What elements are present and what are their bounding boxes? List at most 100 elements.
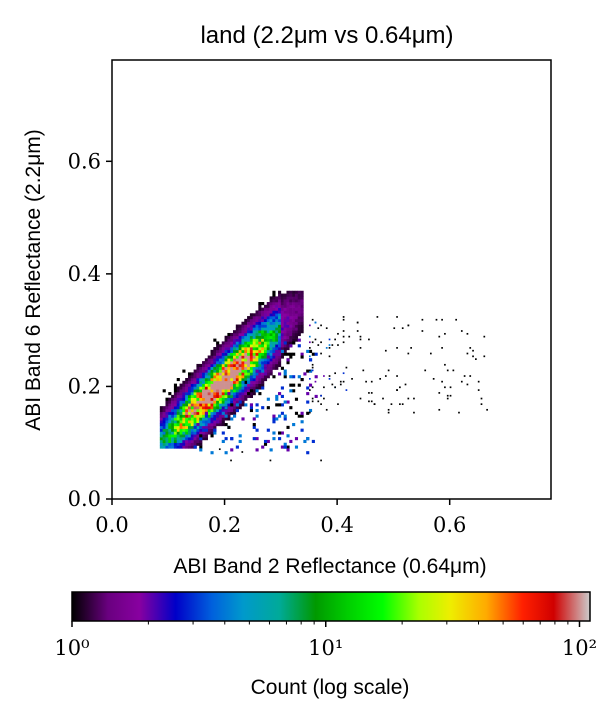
heatmap-cell — [286, 358, 290, 362]
heatmap-cell — [233, 355, 237, 359]
heatmap-cell — [190, 423, 194, 427]
heatmap-cell — [218, 361, 223, 365]
heatmap-cell — [342, 380, 345, 383]
heatmap-cell — [311, 318, 314, 321]
heatmap-cell — [477, 380, 480, 383]
heatmap-cell — [286, 335, 290, 339]
heatmap-cell — [218, 347, 223, 351]
heatmap-cell — [179, 411, 183, 415]
heatmap-cell — [230, 397, 234, 401]
heatmap-cell — [196, 406, 200, 410]
heatmap-cell — [224, 341, 228, 345]
heatmap-cell — [407, 397, 410, 400]
heatmap-cell — [171, 425, 175, 429]
heatmap-cell — [328, 377, 331, 380]
heatmap-cell — [247, 358, 251, 362]
heatmap-cell — [272, 420, 276, 424]
heatmap-cell — [227, 394, 231, 398]
heatmap-cell — [196, 400, 200, 404]
heatmap-cell — [283, 307, 287, 311]
heatmap-cell — [289, 299, 293, 303]
heatmap-cell — [185, 394, 189, 398]
heatmap-cell — [224, 361, 228, 365]
heatmap-cell — [207, 406, 211, 410]
heatmap-cell — [162, 428, 166, 432]
heatmap-cell — [179, 394, 183, 398]
heatmap-cell — [359, 335, 362, 338]
heatmap-cell — [165, 403, 169, 407]
heatmap-cell — [283, 296, 287, 300]
heatmap-cell — [210, 386, 214, 390]
heatmap-cell — [280, 411, 284, 415]
heatmap-cell — [258, 355, 262, 359]
heatmap-cell — [193, 434, 197, 438]
heatmap-cell — [193, 389, 197, 393]
heatmap-cell — [210, 380, 214, 384]
heatmap-cell — [286, 324, 290, 328]
heatmap-cell — [224, 358, 228, 362]
heatmap-cell — [255, 335, 259, 339]
heatmap-cell — [204, 361, 208, 365]
y-axis-ticks: 0.00.20.40.6 — [68, 149, 112, 511]
heatmap-cell — [446, 369, 449, 372]
heatmap-cell — [244, 389, 248, 393]
heatmap-cell — [261, 347, 265, 351]
heatmap-cell — [300, 307, 304, 311]
heatmap-cell — [235, 327, 239, 331]
heatmap-cell — [193, 408, 197, 413]
heatmap-cell — [216, 369, 220, 373]
heatmap-cell — [185, 428, 189, 432]
heatmap-cell — [272, 375, 276, 379]
heatmap-cell — [258, 318, 262, 323]
heatmap-cell — [190, 445, 194, 449]
heatmap-cell — [306, 349, 310, 353]
heatmap-cell — [196, 434, 200, 438]
heatmap-cell — [258, 304, 262, 308]
heatmap-cell — [458, 411, 460, 414]
heatmap-cell — [213, 397, 217, 401]
heatmap-cell — [244, 349, 248, 353]
heatmap-cell — [438, 392, 441, 394]
heatmap-cell — [252, 330, 256, 334]
heatmap-cell — [213, 369, 217, 373]
heatmap-cell — [266, 330, 270, 334]
heatmap-cell — [204, 414, 208, 418]
heatmap-cell — [165, 425, 169, 429]
heatmap-cell — [230, 408, 234, 413]
heatmap-cell — [187, 375, 192, 379]
heatmap-cell — [190, 386, 194, 390]
heatmap-cell — [187, 389, 192, 393]
heatmap-cell — [171, 420, 175, 424]
heatmap-cell — [196, 439, 200, 444]
heatmap-cell — [193, 414, 197, 418]
heatmap-cell — [294, 296, 299, 300]
heatmap-cell — [297, 332, 301, 337]
heatmap-cell — [235, 355, 239, 359]
heatmap-cell — [159, 414, 163, 418]
heatmap-cell — [249, 316, 254, 320]
heatmap-cell — [213, 383, 217, 387]
heatmap-cell — [266, 347, 270, 351]
heatmap-cell — [207, 392, 211, 396]
heatmap-cell — [328, 347, 331, 349]
heatmap-cell — [204, 363, 208, 368]
heatmap-cell — [308, 358, 313, 362]
heatmap-cell — [213, 425, 217, 429]
heatmap-cell — [261, 338, 265, 342]
heatmap-cell — [280, 330, 284, 334]
heatmap-cell — [275, 304, 279, 308]
heatmap-cell — [190, 389, 194, 393]
heatmap-cell — [233, 389, 237, 393]
heatmap-cell — [261, 380, 265, 384]
heatmap-cell — [486, 408, 488, 411]
heatmap-cell — [199, 380, 203, 384]
heatmap-cell — [244, 383, 248, 387]
heatmap-cell — [249, 330, 254, 334]
heatmap-cell — [370, 400, 373, 403]
colorbar-ticks: 10⁰ 10¹ 10² — [54, 621, 597, 660]
heatmap-cell — [213, 392, 217, 396]
heatmap-cell — [185, 439, 189, 444]
heatmap-cell — [261, 302, 265, 306]
heatmap-cell — [199, 366, 203, 370]
heatmap-cell — [263, 361, 268, 365]
